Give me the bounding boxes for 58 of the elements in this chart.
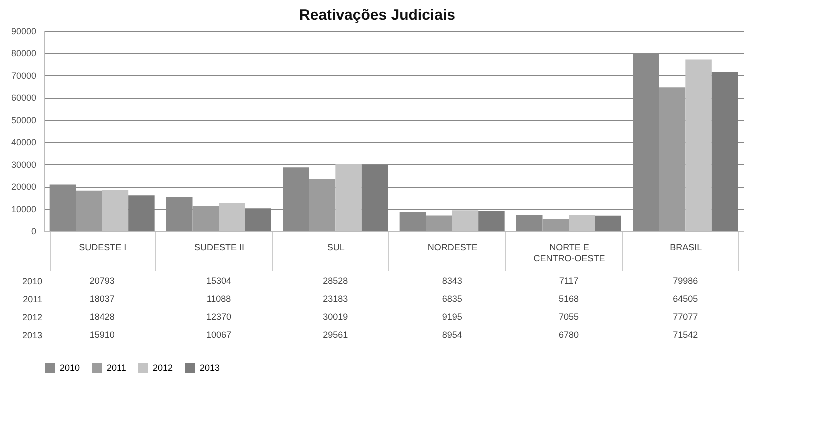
x-tick-label: NORDESTE (428, 242, 478, 252)
data-label: 10067 (206, 330, 232, 340)
bar (426, 216, 452, 231)
data-label: 7055 (558, 312, 580, 322)
data-label: 8954 (442, 330, 462, 340)
y-tick-label: 70000 (11, 70, 36, 81)
text: 2011 (23, 294, 42, 304)
data-label: 7117 (559, 276, 579, 286)
y-tick-label: 50000 (11, 115, 36, 126)
legend-label: 2013 (200, 363, 220, 373)
data-label: 18428 (90, 312, 115, 322)
chart-title: Reativações Judiciais (300, 7, 456, 24)
x-tick-label: NORTE E CENTRO-OESTE (534, 242, 606, 264)
data-label: 28528 (323, 276, 348, 286)
data-label: 6835 (442, 294, 462, 304)
bar (76, 190, 102, 231)
data-label: 12370 (206, 312, 232, 322)
data-label: 9195 (442, 312, 462, 322)
bar (659, 88, 686, 231)
data-label: 71542 (673, 330, 698, 340)
text: 2012 (22, 312, 42, 322)
data-label: 18037 (90, 294, 115, 304)
legend-label: 2010 (60, 363, 80, 373)
y-tick-label: 30000 (11, 160, 36, 170)
data-label: 29561 (323, 330, 348, 340)
data-label: 79986 (673, 276, 698, 286)
bar (400, 212, 426, 231)
y-tick-label: 10000 (11, 204, 36, 214)
data-label: 6780 (558, 330, 580, 340)
bar (192, 206, 219, 231)
data-label: 15910 (90, 330, 115, 340)
x-tick-label: SUL (327, 242, 345, 252)
legend-label: 2012 (153, 363, 174, 373)
y-tick-label: 40000 (11, 138, 36, 148)
y-tick-label: 20000 (11, 182, 36, 192)
data-label: 23183 (323, 294, 348, 304)
data-label: 11088 (206, 294, 232, 304)
x-tick-label: BRASIL (670, 242, 702, 252)
data-label: 8343 (442, 276, 462, 286)
x-tick-label: SUDESTE II (194, 242, 245, 252)
x-tick-label: SUDESTE I (79, 242, 127, 252)
data-label: 20793 (90, 276, 115, 286)
y-tick-label: 0 (31, 226, 36, 236)
bar (595, 216, 622, 231)
y-tick-label: 60000 (11, 93, 36, 104)
y-tick-label: 90000 (11, 26, 36, 36)
text: 2010 (22, 276, 42, 286)
data-label: 30019 (323, 312, 348, 322)
bar (309, 179, 336, 231)
data-label: 15304 (206, 276, 232, 286)
data-label: 5168 (558, 294, 580, 304)
data-label: 64505 (673, 294, 698, 304)
y-tick-label: 80000 (11, 48, 36, 59)
bar (516, 215, 543, 231)
data-label: 77077 (673, 312, 698, 322)
legend-label: 2011 (107, 363, 126, 373)
text: 2013 (22, 330, 42, 340)
bar (542, 220, 569, 231)
